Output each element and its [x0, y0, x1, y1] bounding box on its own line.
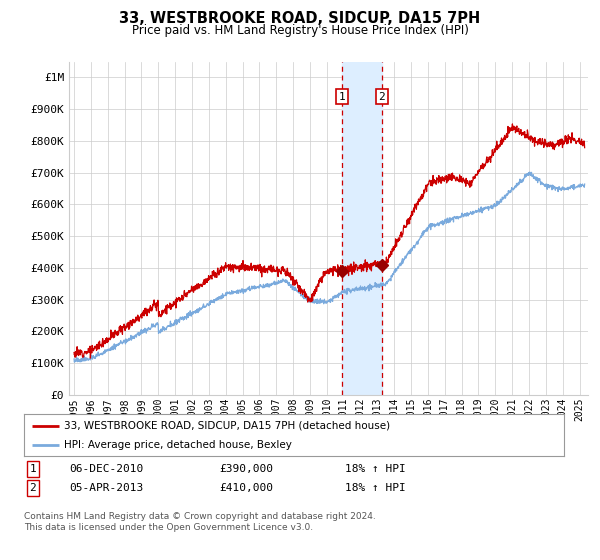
Text: HPI: Average price, detached house, Bexley: HPI: Average price, detached house, Bexl…: [65, 440, 292, 450]
Text: 18% ↑ HPI: 18% ↑ HPI: [345, 464, 406, 474]
Text: Price paid vs. HM Land Registry's House Price Index (HPI): Price paid vs. HM Land Registry's House …: [131, 24, 469, 36]
Text: £390,000: £390,000: [219, 464, 273, 474]
Text: 06-DEC-2010: 06-DEC-2010: [69, 464, 143, 474]
Text: 2: 2: [379, 91, 385, 101]
Text: 2: 2: [29, 483, 37, 493]
Text: Contains HM Land Registry data © Crown copyright and database right 2024.
This d: Contains HM Land Registry data © Crown c…: [24, 512, 376, 532]
Text: 1: 1: [339, 91, 346, 101]
Bar: [343, 62, 382, 395]
Text: 33, WESTBROOKE ROAD, SIDCUP, DA15 7PH: 33, WESTBROOKE ROAD, SIDCUP, DA15 7PH: [119, 11, 481, 26]
Text: 05-APR-2013: 05-APR-2013: [69, 483, 143, 493]
Text: 18% ↑ HPI: 18% ↑ HPI: [345, 483, 406, 493]
Text: £410,000: £410,000: [219, 483, 273, 493]
Text: 1: 1: [29, 464, 37, 474]
Text: 33, WESTBROOKE ROAD, SIDCUP, DA15 7PH (detached house): 33, WESTBROOKE ROAD, SIDCUP, DA15 7PH (d…: [65, 421, 391, 431]
